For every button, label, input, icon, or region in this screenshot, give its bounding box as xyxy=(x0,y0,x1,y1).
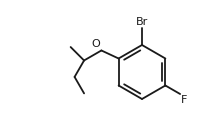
Text: O: O xyxy=(92,39,100,50)
Text: F: F xyxy=(181,95,187,105)
Text: Br: Br xyxy=(136,17,148,27)
